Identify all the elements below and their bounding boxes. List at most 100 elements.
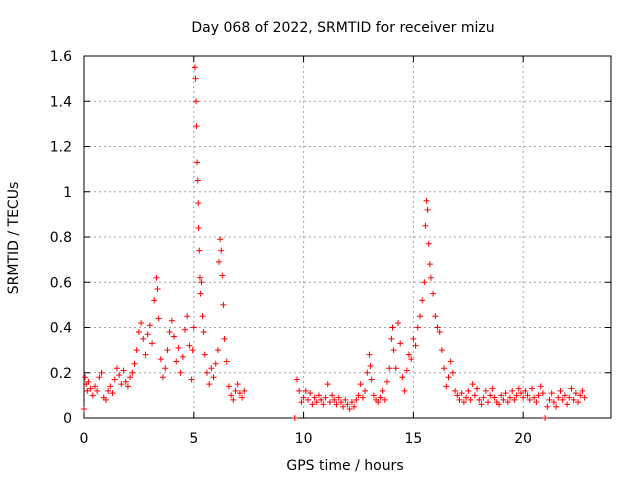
data-point [390,347,397,354]
data-point [575,399,582,406]
data-point [438,347,445,354]
axis-ticks: 0 0.2 0.4 0.6 0.8 1 1.2 1.4 1.6 0 5 10 15 20 [50,49,611,447]
data-point [348,399,355,406]
data-point [577,392,584,399]
data-point [399,374,406,381]
data-point [430,290,437,297]
data-point [175,344,182,351]
data-point [379,387,386,394]
data-point [362,387,369,394]
data-point [366,351,373,358]
data-point [105,387,112,394]
data-point [434,324,441,331]
data-point [544,403,551,410]
data-point [129,369,136,376]
data-point [87,385,94,392]
data-point [208,365,215,372]
data-point [367,362,374,369]
data-point [236,390,243,397]
data-point [340,403,347,410]
data-point [511,396,518,403]
data-point [476,396,483,403]
x-tick-label: 20 [514,431,532,447]
data-point [120,367,127,374]
plot-frame [83,55,612,419]
data-point [526,396,533,403]
data-point [410,335,417,342]
data-point [474,385,481,392]
data-point [515,385,522,392]
data-point [122,378,129,385]
data-point [436,329,443,336]
data-point [377,394,384,401]
data-point [228,392,235,399]
data-point [85,378,92,385]
data-point [561,392,568,399]
data-point [309,401,316,408]
data-point [193,123,200,130]
data-point [157,356,164,363]
data-point [315,392,322,399]
data-point [419,297,426,304]
data-point [572,390,579,397]
data-point [528,385,535,392]
data-point [221,335,228,342]
data-point [500,396,507,403]
data-point [335,394,342,401]
data-point [331,396,338,403]
data-point [113,365,120,372]
data-point [384,378,391,385]
data-point [311,394,318,401]
grid [84,56,611,418]
data-point [194,159,201,166]
data-point [485,399,492,406]
data-point [467,396,474,403]
data-point [318,396,325,403]
data-point [182,326,189,333]
data-point [506,394,513,401]
data-point [212,360,219,367]
data-point [408,356,415,363]
x-axis-label: GPS time / hours [286,458,403,474]
data-point [355,392,362,399]
data-point [94,387,101,394]
data-point [184,313,191,320]
data-point [234,381,241,388]
data-point [416,313,423,320]
data-point [452,387,459,394]
data-point [447,358,454,365]
y-tick-label: 0.8 [50,230,72,246]
data-point [424,206,431,213]
data-point [337,399,344,406]
data-point [241,387,248,394]
data-point [427,274,434,281]
data-point [196,274,203,281]
data-point [153,274,160,281]
data-point [168,317,175,324]
data-point [478,401,485,408]
data-point [296,387,303,394]
data-point [313,399,320,406]
data-point [109,390,116,397]
data-point [397,340,404,347]
data-point [471,392,478,399]
y-tick-label: 0.4 [50,321,72,337]
data-point [304,396,311,403]
data-point [219,272,226,279]
data-point [220,301,227,308]
data-point [539,390,546,397]
data-point [111,376,118,383]
data-point [480,394,487,401]
data-point [487,392,494,399]
data-point [423,197,430,204]
data-point [200,329,207,336]
data-point [171,333,178,340]
data-point [190,324,197,331]
data-point [144,331,151,338]
data-point [388,335,395,342]
data-point [84,387,91,394]
data-point [432,313,439,320]
data-point [535,392,542,399]
data-point [201,351,208,358]
